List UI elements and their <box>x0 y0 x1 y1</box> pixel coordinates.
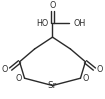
Text: O: O <box>49 1 56 10</box>
Text: OH: OH <box>74 19 86 28</box>
Text: O: O <box>2 65 8 74</box>
Text: O: O <box>97 65 103 74</box>
Text: O: O <box>83 74 89 83</box>
Text: Sr: Sr <box>48 81 57 90</box>
Text: O: O <box>16 74 22 83</box>
Text: HO: HO <box>36 19 49 28</box>
